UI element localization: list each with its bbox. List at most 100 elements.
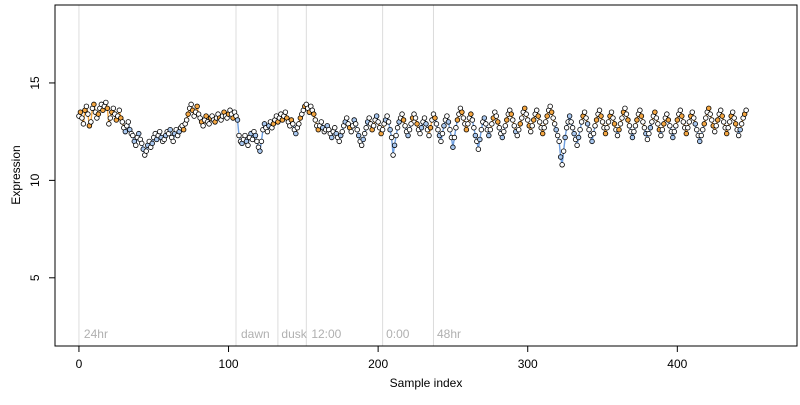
data-point [110,105,117,111]
data-point [469,117,476,123]
data-point [723,130,730,137]
data-point [375,119,381,125]
data-point [735,132,742,139]
data-point [143,148,149,154]
period-label: 48hr [437,327,461,341]
data-point [525,117,531,123]
data-point [647,125,654,131]
data-point [293,130,299,137]
data-point [344,115,350,121]
data-point [658,132,664,139]
data-point [644,136,651,143]
data-point [104,105,111,111]
data-point [445,119,452,125]
data-point [167,127,173,133]
data-point [535,113,541,119]
x-axis: 0 100 200 300 400 [76,346,688,371]
data-point [85,111,91,117]
data-point [406,127,413,133]
data-point [593,117,600,123]
data-point [296,121,302,127]
data-point [566,113,573,119]
data-point [496,125,503,131]
y-axis-title: Expression [9,145,23,204]
data-point [79,115,85,121]
data-point [720,119,727,125]
data-point [637,107,643,113]
data-point [426,132,432,139]
data-point [619,115,625,121]
data-point [332,125,338,131]
period-label: 12:00 [311,327,341,341]
data-point [574,142,580,148]
data-point [737,127,743,133]
period-label: dawn [241,327,270,341]
data-point [493,113,500,119]
data-point [571,130,577,137]
period-label: 24hr [84,327,108,341]
data-point [608,109,615,115]
data-point [388,134,395,141]
data-point [523,111,529,117]
data-point [206,121,212,127]
data-point [352,121,359,127]
data-point [384,113,390,119]
data-point [258,138,265,145]
data-point [405,132,411,139]
data-point [536,119,543,125]
data-point [550,115,556,121]
data-point [589,138,595,145]
data-point [563,125,570,131]
data-point [664,111,670,117]
data-point [610,115,616,121]
data-point [548,109,555,115]
data-point [581,109,588,115]
data-point [399,111,405,117]
data-point [529,123,535,129]
data-point [528,128,534,135]
data-point [522,105,528,111]
data-point [336,138,342,145]
data-point [136,130,142,137]
data-point [370,123,377,129]
data-point [180,127,187,133]
data-point [170,138,176,145]
data-point [519,115,525,121]
data-point [400,117,407,123]
data-point [194,103,200,110]
data-point [391,142,398,148]
data-point [634,117,640,123]
data-point [432,115,438,121]
data-point [712,128,718,135]
data-point [318,119,324,125]
data-point [451,134,458,141]
data-point [427,125,434,131]
data-point [348,128,354,135]
data-point [670,134,676,141]
data-point [560,148,567,154]
data-point [504,117,510,123]
data-point [706,105,712,111]
data-point [713,123,719,129]
data-point [671,128,678,135]
data-point [547,103,553,110]
data-point [358,142,365,148]
data-point [689,109,695,115]
data-point [242,132,248,139]
data-point [379,127,386,133]
data-point [655,121,661,127]
data-point [489,121,495,127]
data-point [329,134,335,141]
data-point [433,121,440,127]
data-point [725,125,731,131]
data-point [649,119,655,125]
data-point [554,132,561,139]
data-point [385,119,392,125]
data-point [686,119,692,125]
data-point [257,148,263,154]
data-point [360,136,366,143]
data-point [418,125,425,131]
data-point [640,119,646,125]
x-tick-label: 200 [368,357,388,371]
